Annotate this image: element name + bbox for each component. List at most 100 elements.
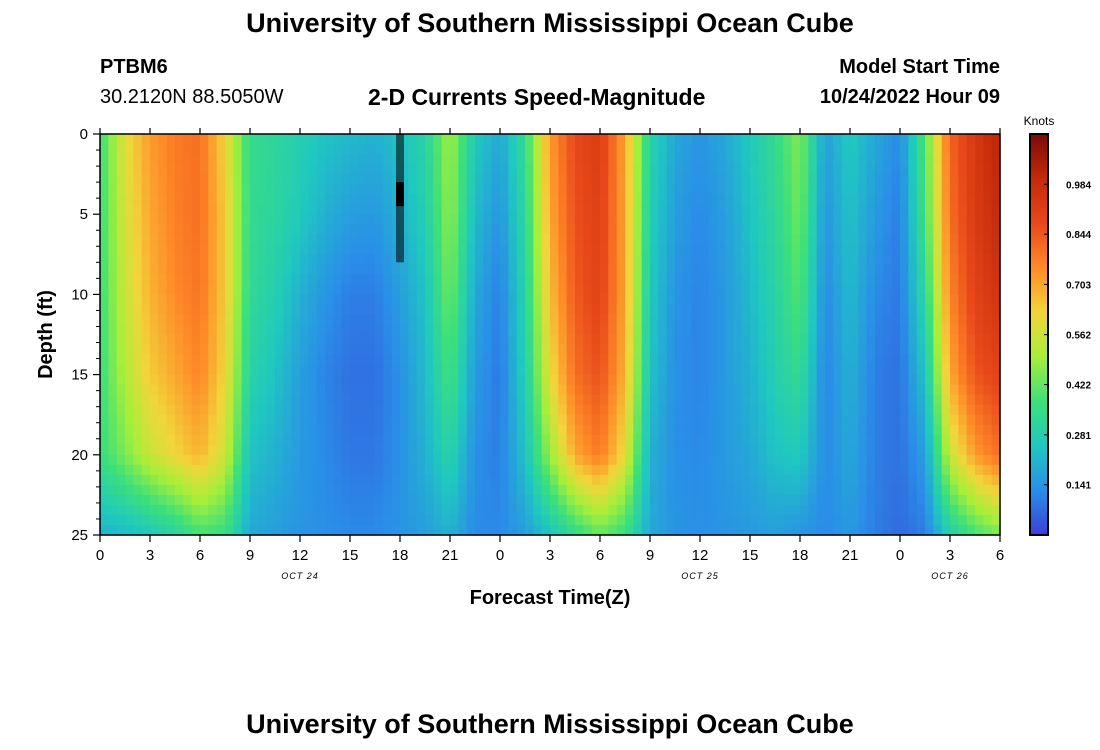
heatmap-cell (975, 314, 984, 326)
heatmap-cell (258, 454, 268, 466)
heatmap-cell (508, 524, 518, 536)
heatmap-cell (333, 404, 343, 416)
heatmap-cell (433, 384, 443, 396)
heatmap-cell (600, 194, 609, 205)
heatmap-cell (150, 214, 159, 225)
heatmap-cell (125, 334, 134, 346)
heatmap-cell (275, 224, 284, 235)
heatmap-cell (291, 524, 301, 536)
heatmap-cell (383, 154, 393, 165)
heatmap-cell (383, 474, 393, 486)
heatmap-cell (808, 244, 818, 255)
heatmap-cell (858, 134, 868, 145)
heatmap-cell (800, 344, 809, 356)
heatmap-cell (825, 334, 834, 346)
heatmap-cell (708, 244, 718, 255)
heatmap-cell (816, 304, 826, 316)
heatmap-cell (916, 484, 926, 496)
heatmap-cell (750, 204, 759, 215)
heatmap-cell (350, 174, 359, 185)
heatmap-cell (750, 374, 759, 386)
heatmap-cell (475, 414, 484, 426)
heatmap-cell (816, 274, 826, 285)
heatmap-cell (975, 354, 984, 366)
heatmap-cell (416, 454, 426, 466)
heatmap-cell (283, 444, 293, 456)
heatmap-cell (833, 424, 843, 436)
heatmap-cell (450, 254, 459, 265)
heatmap-cell (566, 364, 576, 376)
heatmap-cell (600, 144, 609, 155)
heatmap-cell (875, 304, 884, 316)
heatmap-cell (516, 354, 526, 366)
heatmap-cell (600, 504, 609, 516)
heatmap-cell (441, 284, 451, 296)
heatmap-cell (408, 484, 418, 496)
heatmap-cell (800, 144, 809, 155)
heatmap-cell (375, 514, 384, 526)
heatmap-cell (633, 214, 643, 225)
heatmap-cell (150, 204, 159, 215)
heatmap-cell (175, 214, 184, 225)
heatmap-cell (925, 424, 934, 436)
heatmap-cell (183, 344, 193, 356)
heatmap-cell (500, 314, 509, 326)
heatmap-cell (708, 234, 718, 245)
heatmap-cell (191, 464, 201, 476)
heatmap-cell (850, 474, 859, 486)
heatmap-cell (441, 414, 451, 426)
heatmap-cell (441, 354, 451, 366)
heatmap-cell (500, 244, 509, 255)
heatmap-cell (925, 484, 934, 496)
heatmap-cell (858, 444, 868, 456)
heatmap-cell (308, 294, 318, 306)
heatmap-cell (725, 434, 734, 446)
heatmap-cell (583, 414, 593, 426)
heatmap-cell (708, 284, 718, 296)
heatmap-cell (683, 164, 693, 175)
heatmap-cell (966, 434, 976, 446)
heatmap-cell (300, 194, 309, 205)
heatmap-cell (258, 384, 268, 396)
heatmap-cell (366, 314, 376, 326)
heatmap-cell (691, 474, 701, 486)
heatmap-cell (625, 304, 634, 316)
heatmap-cell (683, 244, 693, 255)
heatmap-cell (866, 294, 876, 306)
heatmap-cell (991, 484, 1001, 496)
heatmap-cell (808, 474, 818, 486)
heatmap-cell (208, 494, 218, 506)
heatmap-cell (308, 424, 318, 436)
heatmap-cell (566, 294, 576, 306)
heatmap-cell (891, 264, 901, 275)
heatmap-cell (841, 444, 851, 456)
heatmap-cell (208, 254, 218, 265)
heatmap-cell (616, 374, 626, 386)
heatmap-cell (283, 474, 293, 486)
heatmap-cell (875, 154, 884, 165)
heatmap-cell (575, 344, 584, 356)
heatmap-cell (500, 444, 509, 456)
heatmap-cell (958, 194, 968, 205)
heatmap-cell (266, 214, 276, 225)
heatmap-cell (516, 344, 526, 356)
heatmap-cell (208, 234, 218, 245)
heatmap-cell (258, 304, 268, 316)
heatmap-cell (625, 294, 634, 306)
heatmap-cell (225, 374, 234, 386)
heatmap-cell (108, 234, 118, 245)
x-tick-label: 18 (392, 547, 409, 564)
heatmap-cell (541, 244, 551, 255)
heatmap-cell (608, 314, 618, 326)
heatmap-cell (975, 194, 984, 205)
heatmap-cell (941, 354, 951, 366)
heatmap-cell (941, 414, 951, 426)
heatmap-cell (816, 264, 826, 275)
heatmap-cell (291, 424, 301, 436)
heatmap-cell (350, 324, 359, 336)
heatmap-cell (691, 244, 701, 255)
heatmap-cell (525, 454, 534, 466)
heatmap-cell (916, 264, 926, 275)
heatmap-cell (491, 204, 501, 215)
heatmap-cell (608, 294, 618, 306)
